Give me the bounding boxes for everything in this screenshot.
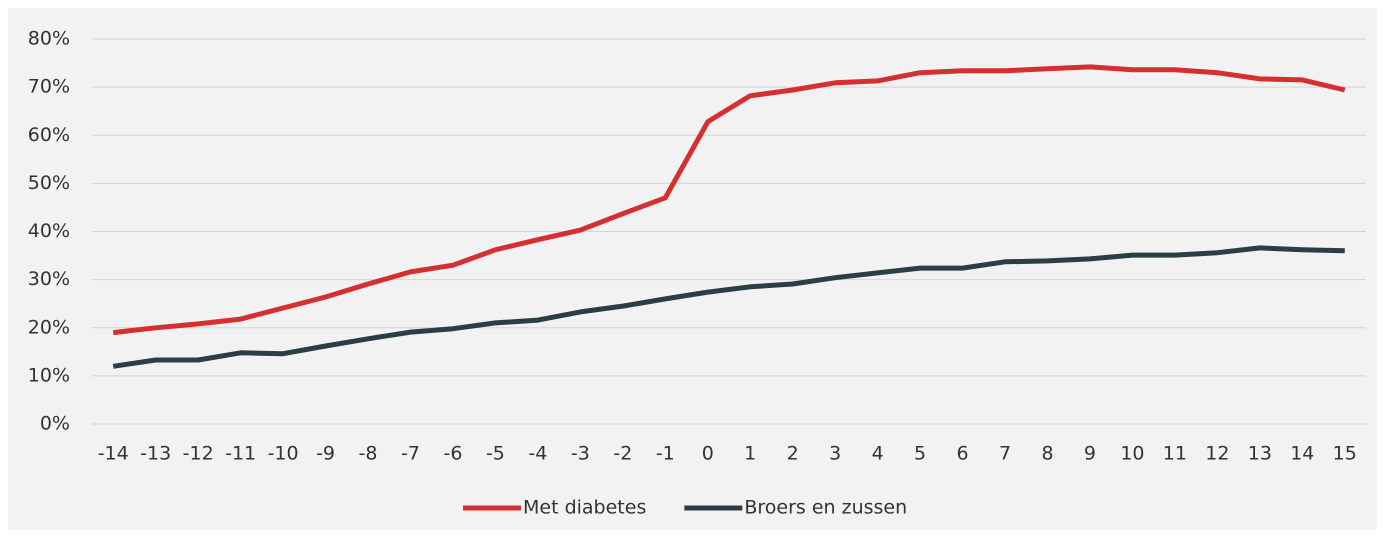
x-tick-label: 0 xyxy=(702,443,714,465)
y-tick-label: 80% xyxy=(28,28,70,50)
y-tick-label: 0% xyxy=(40,413,70,435)
x-tick-label: 6 xyxy=(957,443,969,465)
x-tick-label: -4 xyxy=(528,443,547,465)
x-tick-label: -8 xyxy=(359,443,378,465)
x-tick-label: 8 xyxy=(1041,443,1053,465)
y-tick-label: 10% xyxy=(28,364,70,386)
x-tick-label: -2 xyxy=(613,443,632,465)
y-tick-label: 70% xyxy=(28,76,70,98)
x-tick-label: 1 xyxy=(744,443,756,465)
x-tick-label: -5 xyxy=(486,443,505,465)
x-tick-label: -14 xyxy=(98,443,129,465)
x-tick-label: -10 xyxy=(268,443,299,465)
x-tick-label: -1 xyxy=(656,443,675,465)
x-tick-label: -9 xyxy=(316,443,335,465)
x-tick-label: -7 xyxy=(401,443,420,465)
x-tick-label: -6 xyxy=(443,443,462,465)
x-tick-label: 2 xyxy=(787,443,799,465)
x-tick-label: -12 xyxy=(183,443,214,465)
legend-label: Broers en zussen xyxy=(744,497,907,519)
x-tick-label: 15 xyxy=(1333,443,1357,465)
x-tick-label: 9 xyxy=(1084,443,1096,465)
x-tick-label: 13 xyxy=(1248,443,1272,465)
x-tick-label: 14 xyxy=(1290,443,1314,465)
legend-label: Met diabetes xyxy=(523,497,646,519)
x-tick-label: 10 xyxy=(1120,443,1144,465)
y-tick-label: 30% xyxy=(28,268,70,290)
x-tick-label: -3 xyxy=(571,443,590,465)
series-line xyxy=(112,64,1346,336)
x-tick-label: 3 xyxy=(829,443,841,465)
y-tick-label: 20% xyxy=(28,316,70,338)
chart-background xyxy=(8,8,1377,530)
x-tick-label: 7 xyxy=(999,443,1011,465)
y-tick-label: 60% xyxy=(28,124,70,146)
x-tick-label: 4 xyxy=(872,443,884,465)
x-tick-label: 12 xyxy=(1205,443,1229,465)
x-tick-label: 11 xyxy=(1163,443,1187,465)
x-tick-label: 5 xyxy=(914,443,926,465)
x-tick-label: -11 xyxy=(225,443,256,465)
series-line xyxy=(112,245,1345,369)
x-tick-label: -13 xyxy=(140,443,171,465)
y-tick-label: 50% xyxy=(28,172,70,194)
y-tick-label: 40% xyxy=(28,220,70,242)
